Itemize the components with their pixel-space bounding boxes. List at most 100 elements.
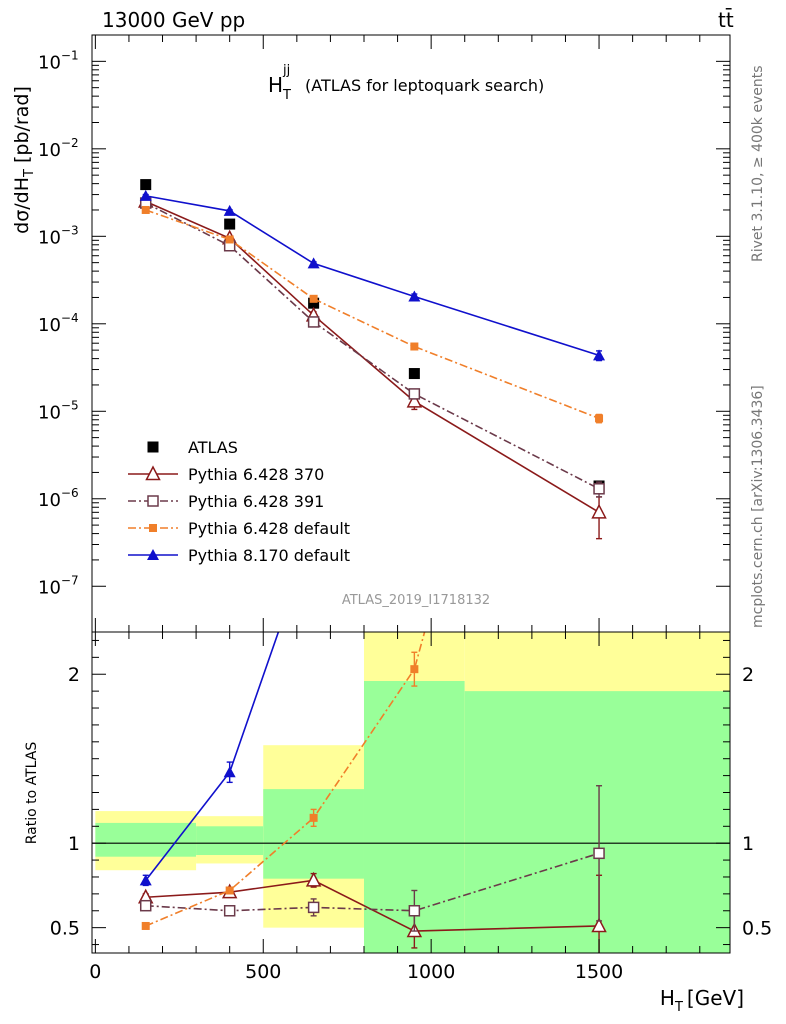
ratio-series-pythia-8-170-default bbox=[139, 632, 280, 887]
legend-label: ATLAS bbox=[188, 438, 238, 457]
inner-band bbox=[95, 822, 197, 857]
ratio-y-tick-label: 1 bbox=[68, 833, 80, 855]
x-tick-label: 1000 bbox=[407, 961, 455, 983]
x-tick-label: 1500 bbox=[575, 961, 623, 983]
x-tick-label: 500 bbox=[245, 961, 281, 983]
ratio-point bbox=[307, 901, 320, 914]
x-axis-label: HT [GeV] bbox=[660, 986, 744, 1015]
ratio-line bbox=[145, 632, 280, 881]
header-process-label: tt̄ bbox=[718, 7, 734, 32]
data-point bbox=[408, 368, 420, 380]
data-point bbox=[309, 294, 318, 303]
ratio-y-tick-label-right: 2 bbox=[742, 664, 754, 686]
main-y-axis-label-text: dσ/dHT [pb/rad] bbox=[11, 86, 37, 234]
data-point bbox=[408, 388, 421, 400]
data-point bbox=[408, 290, 421, 302]
main-frame bbox=[91, 34, 731, 633]
y-tick-label: 10−4 bbox=[38, 311, 79, 336]
y-tick-label-exponent: −7 bbox=[61, 573, 79, 587]
y-tick-label: 10−6 bbox=[38, 486, 79, 511]
series-pythia-8-170-default bbox=[139, 189, 606, 362]
ratio-y-tick-label-right: 1 bbox=[742, 833, 754, 855]
legend: ATLAS Pythia 6.428 370 Pythia 6.428 391 Pyt… bbox=[128, 438, 350, 565]
legend-item: Pythia 6.428 370 bbox=[128, 465, 324, 484]
header-energy-label: 13000 GeV pp bbox=[102, 8, 245, 32]
legend-label: Pythia 8.170 default bbox=[188, 546, 350, 565]
series-pythia-6-428-default bbox=[141, 205, 604, 424]
x-tick-label: 0 bbox=[89, 961, 101, 983]
title-h: H bbox=[268, 73, 283, 97]
y-tick-label-exponent: −5 bbox=[61, 398, 79, 412]
legend-marker bbox=[147, 495, 159, 507]
data-point bbox=[307, 257, 320, 269]
data-point bbox=[593, 483, 605, 495]
ratio-y-tick-label: 2 bbox=[68, 664, 80, 686]
data-point bbox=[410, 342, 419, 351]
ratio-y-tick-label-right: 0.5 bbox=[742, 918, 772, 940]
ratio-point bbox=[141, 921, 150, 930]
data-point bbox=[591, 503, 607, 519]
data-point bbox=[141, 205, 150, 214]
ratio-point bbox=[139, 874, 152, 886]
ratio-axis-ticks: 0.5 0.5 1 1 2 2 0 500 1000 1500 bbox=[50, 632, 772, 983]
ratio-point bbox=[309, 813, 318, 822]
legend-item: Pythia 6.428 391 bbox=[128, 492, 324, 511]
legend-marker bbox=[147, 441, 159, 453]
y-tick-label: 10−2 bbox=[38, 136, 79, 161]
ratio-point bbox=[223, 905, 236, 917]
data-point bbox=[593, 349, 606, 361]
ratio-point bbox=[225, 886, 234, 895]
legend-marker bbox=[147, 549, 159, 560]
legend-item: ATLAS bbox=[147, 438, 238, 457]
legend-label: Pythia 6.428 391 bbox=[188, 492, 324, 511]
ratio-uncertainty-bands bbox=[92, 632, 730, 953]
ratio-point bbox=[595, 0, 603, 2]
title-sub-t: T bbox=[282, 88, 291, 103]
ratio-frame bbox=[91, 631, 731, 954]
y-tick-label-exponent: −6 bbox=[61, 486, 79, 500]
inner-band bbox=[464, 691, 730, 953]
legend-marker bbox=[149, 524, 157, 532]
legend-item: Pythia 8.170 default bbox=[128, 546, 350, 565]
y-tick-label-exponent: −1 bbox=[61, 48, 79, 62]
legend-item: Pythia 6.428 default bbox=[128, 519, 350, 538]
title-rest: (ATLAS for leptoquark search) bbox=[305, 76, 544, 95]
legend-marker bbox=[145, 465, 161, 481]
series-pythia-6-428-370 bbox=[137, 192, 607, 540]
title-sup-jj: jj bbox=[282, 63, 290, 78]
data-point bbox=[223, 204, 236, 216]
ratio-y-tick-label: 0.5 bbox=[50, 918, 80, 940]
ratio-point bbox=[223, 766, 236, 778]
analysis-label: ATLAS_2019_I1718132 bbox=[342, 593, 490, 608]
inner-band bbox=[196, 826, 264, 856]
svg-text:HT: HT bbox=[268, 73, 291, 103]
main-series-group bbox=[137, 179, 607, 540]
data-point bbox=[307, 316, 320, 328]
main-plot-title: HT jj (ATLAS for leptoquark search) bbox=[268, 63, 544, 103]
ratio-point bbox=[591, 917, 607, 933]
series-line bbox=[145, 202, 600, 490]
rivet-version-label: Rivet 3.1.10, ≥ 400k events bbox=[750, 65, 766, 262]
ratio-point bbox=[410, 665, 419, 674]
inner-band bbox=[263, 789, 364, 879]
ratio-series-pythia-6-428-391 bbox=[139, 785, 605, 932]
data-point bbox=[224, 218, 236, 230]
y-tick-label: 10−7 bbox=[38, 573, 79, 598]
y-tick-label-exponent: −2 bbox=[61, 136, 79, 150]
ratio-point bbox=[593, 847, 605, 860]
ratio-point bbox=[305, 871, 322, 887]
y-tick-label-exponent: −4 bbox=[61, 311, 79, 325]
y-tick-label: 10−5 bbox=[38, 398, 79, 423]
ratio-series-group bbox=[137, 0, 607, 953]
main-y-axis-label: dσ/dHT [pb/rad] bbox=[11, 86, 37, 234]
legend-label: Pythia 6.428 370 bbox=[188, 465, 324, 484]
ratio-line bbox=[145, 632, 426, 927]
data-point bbox=[140, 179, 152, 191]
data-point bbox=[406, 392, 423, 408]
mcplots-label: mcplots.cern.ch [arXiv:1306.3436] bbox=[750, 385, 766, 628]
y-tick-label: 10−1 bbox=[38, 48, 79, 73]
main-axis-ticks: 10−7 10−6 10−5 10−4 10−3 10−2 10−1 bbox=[38, 34, 730, 632]
data-point bbox=[225, 235, 234, 244]
series-line bbox=[145, 195, 600, 357]
